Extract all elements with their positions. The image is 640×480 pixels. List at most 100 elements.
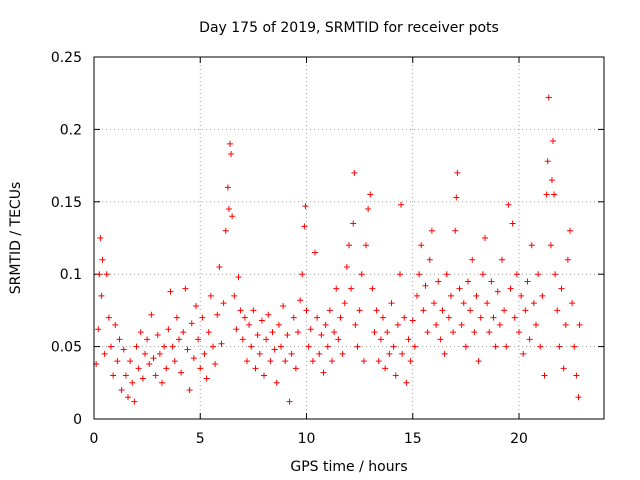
grid-lines xyxy=(94,57,604,419)
data-point xyxy=(167,288,174,295)
data-point xyxy=(152,372,159,379)
data-point xyxy=(199,314,206,321)
data-point xyxy=(503,343,510,350)
data-point xyxy=(244,358,250,365)
data-point xyxy=(467,307,474,314)
data-point xyxy=(501,307,508,314)
data-point xyxy=(426,256,433,263)
data-point xyxy=(511,314,518,321)
data-point xyxy=(544,158,551,165)
data-point xyxy=(193,303,199,310)
data-point xyxy=(358,271,365,278)
data-point xyxy=(397,271,403,278)
data-point xyxy=(551,191,558,198)
x-tick-label: 0 xyxy=(90,431,99,447)
data-point xyxy=(441,350,448,357)
data-point xyxy=(333,285,340,292)
data-point xyxy=(473,292,480,299)
data-points xyxy=(93,94,583,405)
data-point xyxy=(360,358,367,365)
data-point xyxy=(528,242,535,249)
data-point xyxy=(98,292,105,299)
data-point xyxy=(178,369,185,376)
data-point xyxy=(454,169,461,176)
data-point xyxy=(475,358,482,365)
data-point xyxy=(562,321,569,328)
data-point xyxy=(269,329,276,336)
data-point xyxy=(407,358,414,365)
data-point xyxy=(307,326,314,333)
data-point xyxy=(326,307,333,314)
data-point xyxy=(535,271,542,278)
data-point xyxy=(118,387,125,394)
x-axis-label: GPS time / hours xyxy=(290,459,407,475)
data-point xyxy=(576,321,583,328)
data-point xyxy=(295,329,301,336)
data-point xyxy=(465,278,471,285)
data-point xyxy=(496,321,503,328)
data-point xyxy=(488,278,495,285)
data-point xyxy=(494,288,501,295)
data-point xyxy=(312,249,318,256)
data-point xyxy=(218,340,225,347)
data-point xyxy=(265,311,272,318)
data-point xyxy=(380,314,386,321)
data-point xyxy=(207,292,214,299)
data-point xyxy=(424,329,431,336)
data-point xyxy=(133,343,140,350)
data-point xyxy=(182,285,189,292)
data-point xyxy=(263,336,270,343)
data-point xyxy=(286,398,293,405)
data-point xyxy=(486,329,493,336)
data-point xyxy=(108,343,114,350)
y-tick-label: 0 xyxy=(73,412,82,428)
data-point xyxy=(471,329,478,336)
data-point xyxy=(186,387,193,394)
data-point xyxy=(137,329,144,336)
data-point xyxy=(354,343,361,350)
x-tick-label: 10 xyxy=(298,431,316,447)
data-point xyxy=(392,372,399,379)
data-point xyxy=(290,314,297,321)
data-point xyxy=(271,346,278,353)
data-point xyxy=(479,271,486,278)
data-point xyxy=(526,336,533,343)
chart-title: Day 175 of 2019, SRMTID for receiver pot… xyxy=(199,20,499,36)
data-point xyxy=(388,300,395,307)
data-point xyxy=(303,307,310,314)
y-tick-label: 0.05 xyxy=(51,340,82,356)
data-point xyxy=(433,321,440,328)
x-tick-label: 5 xyxy=(196,431,205,447)
data-point xyxy=(445,314,452,321)
data-point xyxy=(369,285,376,292)
data-point xyxy=(375,358,382,365)
data-point xyxy=(552,271,559,278)
data-point xyxy=(122,372,129,379)
data-point xyxy=(543,191,550,198)
data-point xyxy=(541,372,548,379)
data-point xyxy=(299,271,306,278)
data-point xyxy=(148,311,155,318)
data-point xyxy=(95,326,102,333)
data-point xyxy=(545,94,552,101)
data-point xyxy=(452,227,459,234)
data-point xyxy=(282,358,289,365)
data-point xyxy=(156,350,163,357)
data-point xyxy=(530,300,537,307)
data-point xyxy=(448,292,454,299)
data-point xyxy=(225,206,232,213)
data-point xyxy=(418,242,425,249)
data-point xyxy=(163,365,170,372)
data-point xyxy=(363,242,369,249)
data-point xyxy=(560,365,567,372)
data-point xyxy=(161,343,168,350)
data-point xyxy=(377,336,384,343)
data-point xyxy=(239,336,246,343)
data-point xyxy=(462,343,469,350)
data-point xyxy=(267,358,274,365)
data-point xyxy=(297,297,304,304)
data-point xyxy=(318,332,325,339)
data-point xyxy=(254,332,261,339)
data-point xyxy=(405,336,412,343)
